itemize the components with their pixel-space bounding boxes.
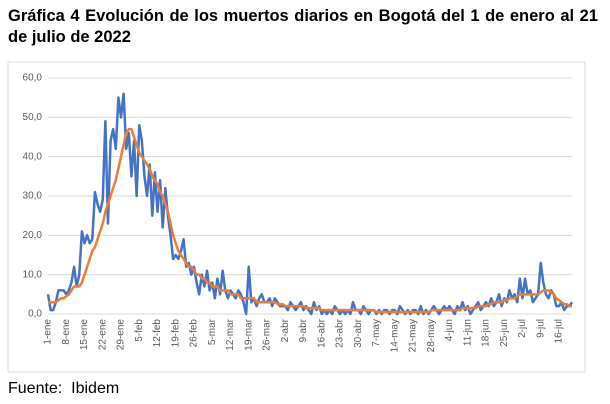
x-tick-label: 9-jul: [535, 319, 546, 338]
x-tick-label: 14-may: [389, 319, 400, 352]
x-tick-label: 19-feb: [170, 319, 181, 348]
chart-title: Gráfica 4 Evolución de los muertos diari…: [8, 7, 598, 46]
x-tick-label: 16-jul: [554, 319, 565, 343]
x-tick-label: 16-abr: [316, 318, 327, 348]
x-tick-label: 5-mar: [207, 318, 218, 345]
x-tick-label: 11-jun: [462, 319, 473, 346]
y-tick-label: 40,0: [23, 151, 43, 162]
x-tick-label: 15-ene: [79, 319, 90, 351]
x-tick-label: 12-mar: [225, 318, 236, 350]
x-tick-label: 22-ene: [97, 319, 108, 351]
x-tick-label: 30-abr: [353, 318, 364, 348]
x-tick-label: 12-feb: [152, 319, 163, 348]
x-tick-label: 4-jun: [444, 319, 455, 341]
x-tick-label: 1-ene: [43, 319, 54, 345]
chart: 0,0 10,0 20,0 30,0 40,0 50,0 60,0 1-ene 8-ene 15-…: [7, 61, 586, 373]
x-tick-label: 28-may: [426, 319, 437, 352]
y-tick-label: 60,0: [23, 73, 43, 84]
data-line: [46, 92, 574, 316]
x-tick-label: 18-jun: [481, 319, 492, 347]
x-tick-label: 25-jun: [499, 319, 510, 347]
x-tick-label: 2-abr: [280, 318, 291, 342]
x-tick-label: 8-ene: [61, 319, 72, 345]
y-tick-label: 50,0: [23, 112, 43, 123]
y-tick-label: 20,0: [23, 230, 43, 241]
x-tick-label: 29-ene: [116, 319, 127, 351]
y-tick-label: 30,0: [23, 191, 43, 202]
x-tick-label: 26-mar: [262, 318, 273, 350]
x-tick-label: 23-abr: [335, 318, 346, 348]
x-tick-label: 2-jul: [517, 319, 528, 338]
x-tick-label: 7-may: [371, 319, 382, 347]
x-tick-label: 5-feb: [134, 319, 145, 342]
x-tick-label: 26-feb: [189, 319, 200, 348]
source-note: Fuente: Ibidem: [8, 380, 120, 397]
x-tick-label: 19-mar: [243, 318, 254, 350]
y-tick-label: 10,0: [23, 269, 43, 280]
y-tick-label: 0,0: [28, 309, 42, 320]
x-tick-label: 21-may: [408, 319, 419, 352]
data-line: [48, 127, 572, 314]
x-tick-label: 9-abr: [298, 318, 309, 342]
